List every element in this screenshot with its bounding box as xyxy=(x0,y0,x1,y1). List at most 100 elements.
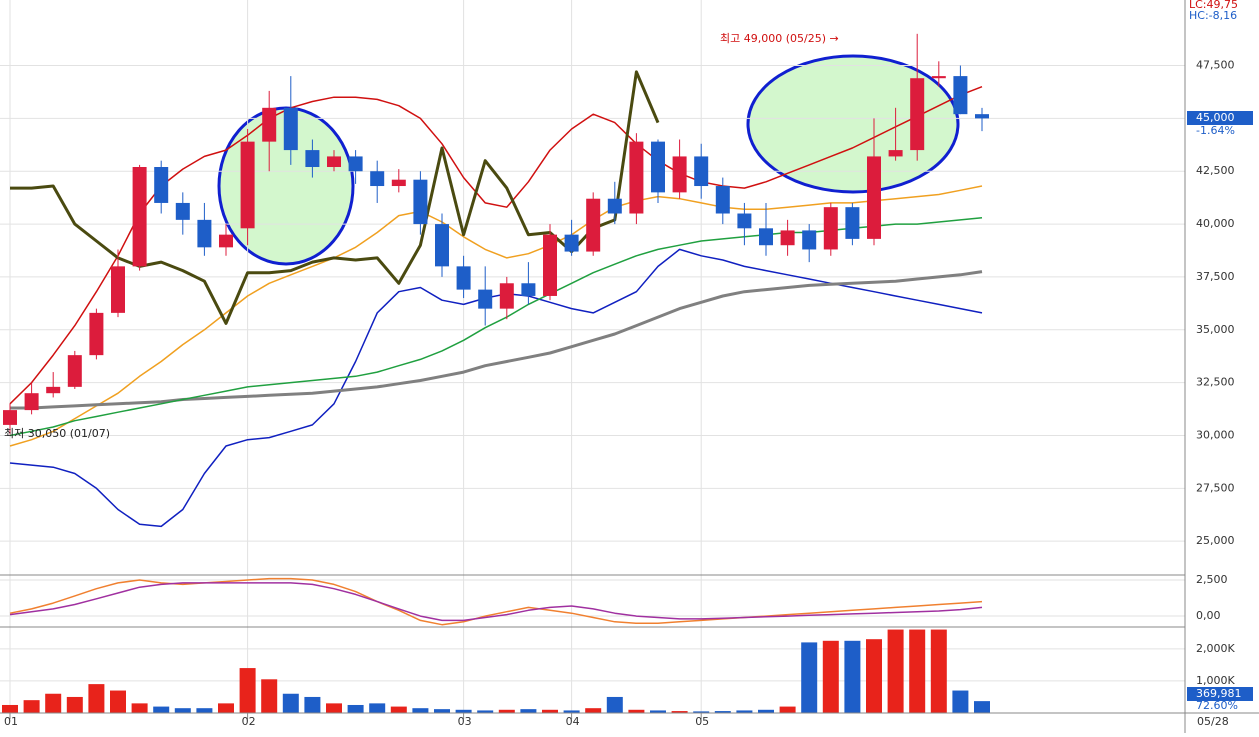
y-tick-label: 35,000 xyxy=(1196,323,1235,336)
candle-body xyxy=(651,141,665,193)
candle-body xyxy=(759,228,773,246)
volume-bar xyxy=(66,696,83,713)
indicator-line xyxy=(9,185,983,447)
lc-label: LC:49,75 xyxy=(1189,0,1238,11)
volume-bar xyxy=(520,709,537,713)
candle-body xyxy=(888,150,903,157)
y-tick-label: 2,000K xyxy=(1196,642,1235,655)
volume-bar xyxy=(498,709,515,713)
y-tick-label: 1,000K xyxy=(1196,674,1235,687)
candle-body xyxy=(413,179,428,225)
volume-bar xyxy=(369,703,386,713)
candle-body xyxy=(111,266,125,313)
candle-body xyxy=(845,207,860,239)
candle-body xyxy=(715,186,730,214)
candle-body xyxy=(607,198,622,214)
volume-bar xyxy=(23,700,40,713)
candle-body xyxy=(521,283,536,296)
low-annotation: 최저 30,050 (01/07) xyxy=(4,427,110,440)
candle-body xyxy=(586,198,601,252)
candle-body xyxy=(629,141,644,214)
volume-bar xyxy=(88,684,105,713)
volume-bar xyxy=(239,668,256,713)
volume-bar xyxy=(412,708,429,713)
volume-bar xyxy=(952,690,969,713)
volume-bar xyxy=(2,704,18,713)
candle-body xyxy=(931,76,946,79)
volume-bar xyxy=(714,711,731,713)
oscillator-line xyxy=(9,582,983,622)
candle-body xyxy=(456,266,471,290)
candle-body xyxy=(175,202,190,220)
volume-bar xyxy=(974,701,990,713)
y-tick-label: 37,500 xyxy=(1196,270,1235,283)
volume-bar xyxy=(628,709,645,713)
candle-body xyxy=(219,234,233,248)
candle-body xyxy=(24,393,39,411)
x-tick-label: 05 xyxy=(695,715,709,728)
y-tick-label: 0,00 xyxy=(1196,609,1221,622)
volume-bar xyxy=(736,710,753,713)
candle-body xyxy=(262,107,277,142)
volume-bar xyxy=(930,629,947,713)
volume-bar xyxy=(174,708,191,713)
volume-bar xyxy=(822,640,839,713)
candle-body xyxy=(327,156,341,168)
volume-bar xyxy=(110,690,126,713)
indicator-line xyxy=(10,270,983,410)
candle-body xyxy=(823,207,838,250)
candle-body xyxy=(499,283,514,309)
volume-bar xyxy=(758,709,774,713)
y-tick-label: 25,000 xyxy=(1196,534,1235,547)
volume-bar xyxy=(434,709,450,713)
candle-body xyxy=(802,230,817,250)
candle-body xyxy=(370,171,385,187)
candle-body xyxy=(975,114,989,119)
volume-bar xyxy=(844,640,861,713)
indicator-line xyxy=(9,86,983,405)
volume-bar xyxy=(455,709,472,713)
volume-bar xyxy=(866,639,882,713)
volume-bar xyxy=(282,693,299,713)
candle-body xyxy=(737,213,752,229)
volume-ratio: 72.60% xyxy=(1196,699,1238,712)
candle-body xyxy=(564,234,579,252)
plot: 01 02 03 04 05 25,000 27,500 30,000 32,500 35,000… xyxy=(0,0,1235,728)
volume-bar xyxy=(196,708,213,713)
volume-bar xyxy=(261,679,278,713)
current-price: 45,000 xyxy=(1196,111,1235,124)
last-date: 05/28 xyxy=(1197,715,1229,728)
volume-bar xyxy=(304,696,321,713)
current-volume: 369,981 xyxy=(1196,687,1242,700)
hc-label: HC:-8,16 xyxy=(1189,9,1237,22)
x-tick-label: 04 xyxy=(566,715,580,728)
candle-body xyxy=(89,312,104,356)
candle-body xyxy=(67,355,82,387)
y-tick-label: 30,000 xyxy=(1196,428,1235,441)
candle-body xyxy=(672,156,687,193)
y-tick-label: 2,500 xyxy=(1196,573,1228,586)
volume-bar xyxy=(693,711,710,713)
volume-bar xyxy=(585,708,602,713)
candle-body xyxy=(867,156,881,239)
candle-body xyxy=(305,150,320,168)
candle-body xyxy=(46,386,61,394)
volume-bar xyxy=(326,703,342,713)
candle-body xyxy=(240,141,255,229)
candle-body xyxy=(694,156,709,187)
x-tick-label: 02 xyxy=(242,715,256,728)
candle-body xyxy=(197,219,212,248)
candle-body xyxy=(543,234,557,296)
highlight-ellipse xyxy=(746,54,960,194)
volume-bar xyxy=(909,629,926,713)
volume-bar xyxy=(153,706,170,713)
y-tick-label: 32,500 xyxy=(1196,376,1235,389)
y-tick-label: 40,000 xyxy=(1196,217,1235,230)
volume-bar xyxy=(671,711,688,713)
high-annotation: 최고 49,000 (05/25) → xyxy=(720,32,839,45)
volume-bar xyxy=(347,704,364,713)
volume-box xyxy=(1187,687,1253,701)
volume-bar xyxy=(390,706,407,713)
candle-body xyxy=(283,107,298,151)
